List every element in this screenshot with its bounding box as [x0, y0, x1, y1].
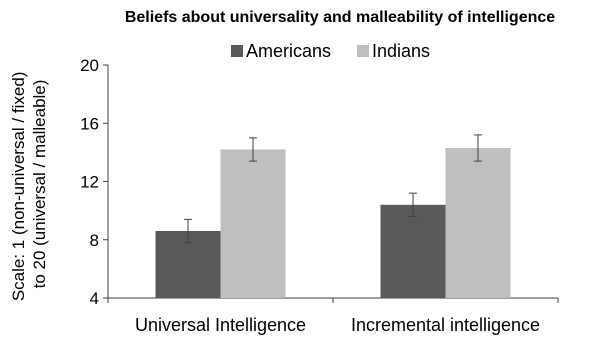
legend-swatch-americans: [231, 45, 243, 57]
legend: Americans Indians: [231, 41, 430, 61]
x-tick-label: Incremental intelligence: [351, 315, 540, 335]
chart-title: Beliefs about universality and malleabil…: [125, 9, 555, 26]
y-axis: 4 8 12 16 20: [80, 56, 109, 308]
bar-indians-1: [220, 149, 286, 298]
y-axis-label-line-1: Scale: 1 (non-universal / fixed): [9, 72, 28, 302]
y-axis-label: Scale: 1 (non-universal / fixed) to 20 (…: [9, 67, 49, 301]
y-tick-label: 4: [90, 289, 99, 308]
x-tick-label: Universal Intelligence: [135, 315, 306, 335]
y-tick-label: 12: [80, 173, 99, 192]
bar-indians-2: [445, 148, 511, 298]
y-axis-label-line-2: to 20 (universal / malleable): [30, 80, 49, 289]
y-tick-label: 16: [80, 114, 99, 133]
y-tick-label: 8: [90, 231, 99, 250]
x-axis: Universal Intelligence Incremental intell…: [107, 297, 559, 335]
bar-americans-2: [380, 204, 446, 298]
legend-label-indians: Indians: [372, 41, 430, 61]
legend-label-americans: Americans: [246, 41, 331, 61]
legend-swatch-indians: [357, 45, 369, 57]
bars: [155, 134, 511, 298]
y-tick-label: 20: [80, 56, 99, 75]
